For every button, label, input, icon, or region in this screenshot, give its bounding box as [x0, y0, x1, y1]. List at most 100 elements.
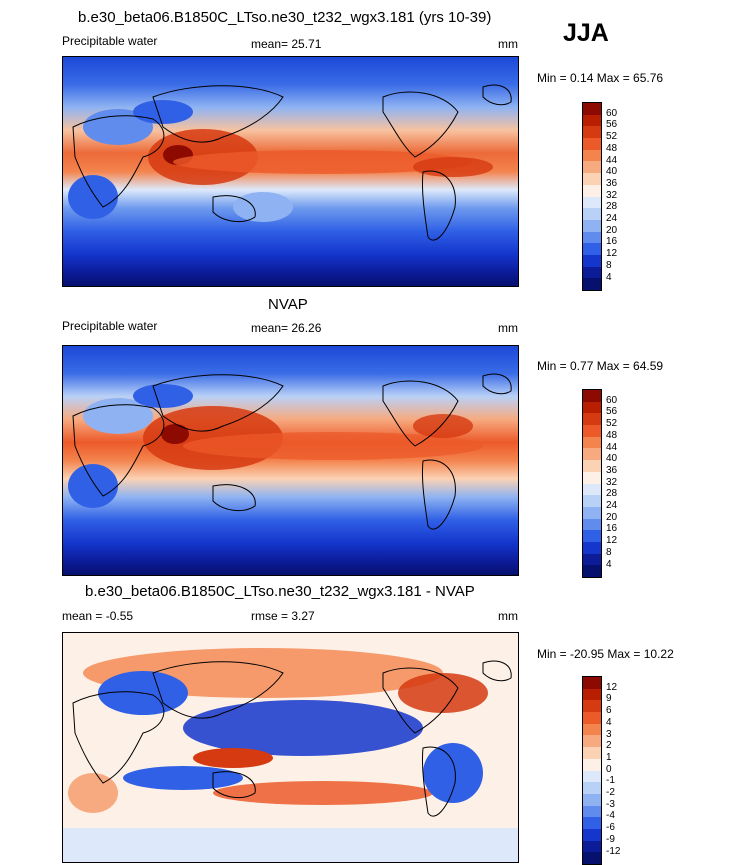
panel-model-units: mm [498, 37, 518, 51]
colorbar-label: -12 [606, 845, 621, 857]
colorbar-swatch [583, 793, 601, 806]
season-label: JJA [563, 19, 609, 47]
colorbar-label: 32 [606, 189, 618, 201]
colorbar-swatch [583, 184, 601, 197]
colorbar-swatch [583, 173, 601, 185]
colorbar-swatch [583, 770, 601, 783]
colorbar-swatch [583, 149, 601, 162]
colorbar-swatch [583, 782, 601, 794]
panel-obs-title: NVAP [268, 296, 308, 313]
colorbar-swatch [583, 495, 601, 507]
colorbar-swatch [583, 278, 601, 290]
colorbar-label: 4 [606, 271, 612, 283]
colorbar-swatch [583, 390, 601, 402]
colorbar-swatch [583, 114, 601, 127]
colorbar-swatch [583, 483, 601, 496]
colorbar-swatch [583, 436, 601, 449]
colorbar-swatch [583, 266, 601, 279]
colorbar-label: 28 [606, 488, 618, 500]
colorbar-label: 28 [606, 201, 618, 213]
panel-obs-mean-label: mean= 26.26 [251, 321, 322, 335]
colorbar-label: 0 [606, 763, 612, 775]
colorbar-swatch [583, 840, 601, 853]
panel-model-map [62, 56, 519, 287]
colorbar-label: 3 [606, 728, 612, 740]
colorbar-swatch [583, 401, 601, 414]
colorbar-label: 4 [606, 716, 612, 728]
panel-model-minmax: Min = 0.14 Max = 65.76 [537, 71, 664, 85]
colorbar-swatch [583, 805, 601, 818]
colorbar-swatch [583, 758, 601, 771]
colorbar-swatch [583, 425, 601, 437]
panel-model-title: b.e30_beta06.B1850C_LTso.ne30_t232_wgx3.… [78, 9, 492, 26]
panel-diff-mean-label: mean = -0.55 [62, 609, 134, 623]
colorbar-label: -4 [606, 810, 615, 822]
panel-diff-units: mm [498, 609, 518, 623]
colorbar-swatch [583, 700, 601, 713]
colorbar-box [582, 102, 602, 292]
panel-diff-rmse-label: rmse = 3.27 [251, 609, 315, 623]
colorbar-label: 12 [606, 681, 618, 693]
colorbar-label: 8 [606, 259, 612, 271]
panel-diff-title: b.e30_beta06.B1850C_LTso.ne30_t232_wgx3.… [85, 583, 475, 600]
panel-obs-left-label: Precipitable water [62, 319, 158, 333]
colorbar-swatch [583, 138, 601, 150]
colorbar-swatch [583, 231, 601, 244]
colorbar-label: -1 [606, 775, 615, 787]
colorbar-label: 52 [606, 418, 618, 430]
colorbar-label: 6 [606, 705, 612, 717]
panel-model-left-label: Precipitable water [62, 34, 158, 48]
colorbar-swatch [583, 413, 601, 426]
colorbar-label: 24 [606, 500, 618, 511]
colorbar-swatch [583, 254, 601, 267]
colorbar-label: 32 [606, 476, 618, 488]
colorbar-swatch [583, 219, 601, 232]
colorbar-label: -6 [606, 822, 615, 834]
colorbar-label: 9 [606, 693, 612, 705]
panel-obs-units: mm [498, 321, 518, 335]
colorbar-label: 40 [606, 166, 618, 178]
colorbar-swatch [583, 688, 601, 701]
colorbar-swatch [583, 723, 601, 736]
colorbar-swatch [583, 126, 601, 139]
colorbar-swatch [583, 518, 601, 531]
colorbar-label: 20 [606, 511, 618, 523]
colorbar-swatch [583, 506, 601, 519]
colorbar-label: 40 [606, 453, 618, 465]
colorbar-swatch [583, 196, 601, 209]
colorbar-label: 44 [606, 154, 618, 166]
colorbar-box [582, 389, 602, 579]
colorbar-swatch [583, 471, 601, 484]
colorbar-label: 2 [606, 740, 612, 752]
panel-diff-minmax: Min = -20.95 Max = 10.22 [537, 647, 674, 661]
panel-obs-minmax: Min = 0.77 Max = 64.59 [537, 359, 664, 373]
colorbar-swatch [583, 747, 601, 759]
colorbar-label: -2 [606, 787, 615, 798]
colorbar-label: 4 [606, 558, 612, 570]
colorbar-label: 60 [606, 107, 618, 119]
colorbar-label: 48 [606, 142, 618, 154]
colorbar-swatch [583, 852, 601, 864]
colorbar-swatch [583, 460, 601, 472]
colorbar-swatch [583, 541, 601, 554]
colorbar-swatch [583, 828, 601, 841]
colorbar-label: 36 [606, 464, 618, 476]
colorbar-swatch [583, 735, 601, 748]
colorbar-swatch [583, 243, 601, 255]
colorbar-swatch [583, 817, 601, 829]
colorbar-label: -3 [606, 798, 615, 810]
colorbar-swatch [583, 677, 601, 689]
colorbar-label: 12 [606, 535, 618, 547]
colorbar-swatch [583, 208, 601, 220]
colorbar-swatch [583, 712, 601, 724]
colorbar-label: 44 [606, 441, 618, 453]
colorbar-label: 16 [606, 236, 618, 248]
colorbar-label: 12 [606, 248, 618, 260]
colorbar-box [582, 676, 602, 865]
colorbar-label: 8 [606, 546, 612, 558]
colorbar-label: -9 [606, 833, 615, 845]
panel-diff-map [62, 632, 519, 863]
colorbar-swatch [583, 553, 601, 566]
panel-model-mean-label: mean= 25.71 [251, 37, 322, 51]
colorbar-label: 52 [606, 131, 618, 143]
